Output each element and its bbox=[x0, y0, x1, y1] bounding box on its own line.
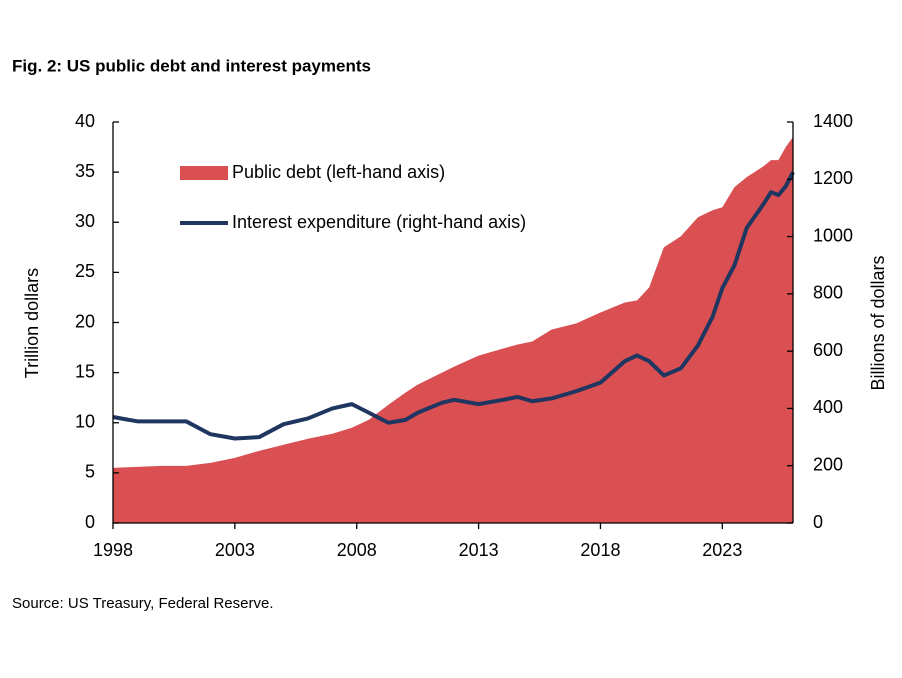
y2-tick-label: 1000 bbox=[813, 225, 853, 245]
y2-axis-label: Billions of dollars bbox=[868, 255, 888, 390]
y2-tick-label: 600 bbox=[813, 340, 843, 360]
y-tick-label: 40 bbox=[75, 111, 95, 131]
interest-line bbox=[112, 171, 795, 441]
x-tick-label: 2013 bbox=[459, 540, 499, 560]
y-tick-label: 20 bbox=[75, 311, 95, 331]
y2-tick-label: 800 bbox=[813, 283, 843, 303]
y-tick-label: 30 bbox=[75, 211, 95, 231]
y2-tick-label: 400 bbox=[813, 397, 843, 417]
y-tick-label: 0 bbox=[85, 512, 95, 532]
y-tick-label: 15 bbox=[75, 361, 95, 381]
legend-label: Interest expenditure (right-hand axis) bbox=[232, 212, 526, 232]
y2-tick-label: 200 bbox=[813, 454, 843, 474]
debt-area bbox=[113, 137, 793, 523]
y2-tick-label: 1400 bbox=[813, 111, 853, 131]
legend-swatch bbox=[180, 166, 228, 180]
x-tick-label: 1998 bbox=[93, 540, 133, 560]
y-tick-label: 10 bbox=[75, 412, 95, 432]
source-note: Source: US Treasury, Federal Reserve. bbox=[12, 595, 274, 612]
chart-title: Fig. 2: US public debt and interest paym… bbox=[12, 56, 371, 75]
y-tick-label: 25 bbox=[75, 261, 95, 281]
y-tick-label: 5 bbox=[85, 462, 95, 482]
y2-tick-label: 0 bbox=[813, 512, 823, 532]
y2-tick-label: 1200 bbox=[813, 168, 853, 188]
y-tick-label: 35 bbox=[75, 161, 95, 181]
x-tick-label: 2018 bbox=[580, 540, 620, 560]
y-axis-label: Trillion dollars bbox=[22, 268, 42, 378]
x-tick-label: 2008 bbox=[337, 540, 377, 560]
x-tick-label: 2023 bbox=[702, 540, 742, 560]
x-tick-label: 2003 bbox=[215, 540, 255, 560]
legend-label: Public debt (left-hand axis) bbox=[232, 162, 445, 182]
